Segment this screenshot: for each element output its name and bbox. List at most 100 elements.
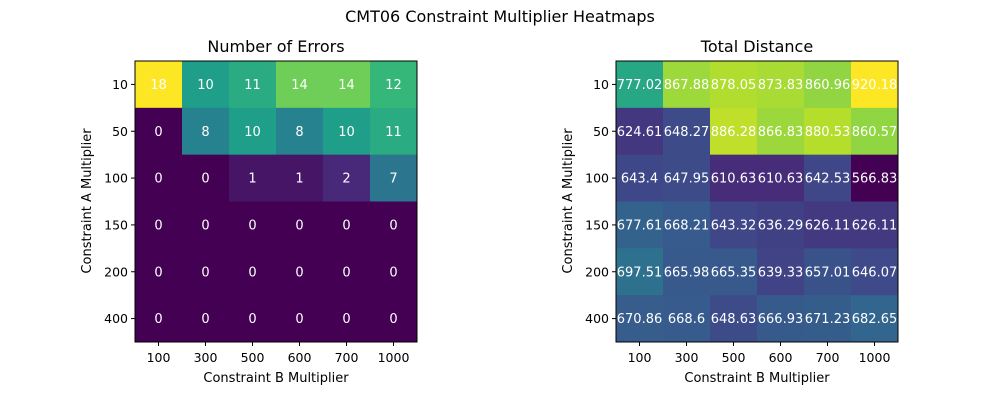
cell-value-label: 1 <box>295 172 303 187</box>
heatmap-cell <box>804 201 852 249</box>
heatmap-cell <box>229 248 277 296</box>
x-tick-label: 500 <box>241 350 265 365</box>
cell-value-label: 624.61 <box>617 125 663 140</box>
cell-value-label: 8 <box>295 125 303 140</box>
heatmap-cell <box>616 107 664 156</box>
heatmap-cell <box>616 201 664 249</box>
cell-value-label: 626.11 <box>852 218 898 233</box>
heatmap-cell <box>276 154 324 202</box>
cell-value-label: 8 <box>201 125 209 140</box>
heatmap-cell <box>616 248 664 296</box>
y-tick-label: 200 <box>104 264 128 279</box>
y-tick-label: 400 <box>104 311 128 326</box>
heatmap-cell <box>229 107 277 156</box>
cell-value-label: 0 <box>154 218 162 233</box>
heatmap-cell <box>323 295 371 343</box>
x-tick-label: 300 <box>675 350 699 365</box>
heatmap-cell <box>710 107 758 156</box>
cell-value-label: 0 <box>201 172 209 187</box>
y-tick-label: 100 <box>104 171 128 186</box>
cell-value-label: 697.51 <box>617 265 663 280</box>
heatmap-cell <box>276 248 324 296</box>
cell-value-label: 878.05 <box>711 78 757 93</box>
axes-frame <box>134 60 418 343</box>
heatmap-cell <box>370 248 418 296</box>
heatmap-cell <box>276 61 324 109</box>
cell-value-label: 860.57 <box>852 125 898 140</box>
cell-value-label: 2 <box>342 172 350 187</box>
cell-value-label: 1 <box>248 172 256 187</box>
heatmap-cell <box>710 248 758 296</box>
heatmap-cell <box>276 295 324 343</box>
heatmap-cell <box>323 248 371 296</box>
cell-value-label: 14 <box>338 78 355 93</box>
axes-frame <box>615 60 899 343</box>
cell-value-label: 12 <box>385 78 402 93</box>
x-axis-label: Constraint B Multiplier <box>203 371 349 386</box>
chart-title: Number of Errors <box>207 37 344 56</box>
heatmap-cell <box>323 107 371 156</box>
cell-value-label: 682.65 <box>852 312 898 327</box>
x-tick-label: 100 <box>147 350 171 365</box>
y-axis-label: Constraint A Multiplier <box>561 128 576 274</box>
heatmap-cell <box>182 61 230 109</box>
y-tick-label: 10 <box>593 77 609 92</box>
heatmap-cell <box>182 295 230 343</box>
heatmap-cell <box>229 295 277 343</box>
cell-value-label: 668.6 <box>668 312 705 327</box>
cell-value-label: 646.07 <box>852 265 898 280</box>
heatmap-cell <box>616 295 664 343</box>
y-tick-label: 100 <box>585 171 609 186</box>
cell-value-label: 14 <box>291 78 308 93</box>
cell-value-label: 0 <box>342 265 350 280</box>
heatmap-cell <box>851 248 899 296</box>
heatmap-cell <box>616 154 664 202</box>
heatmap-cell <box>182 248 230 296</box>
cell-value-label: 0 <box>295 218 303 233</box>
cell-value-label: 668.21 <box>664 218 710 233</box>
cell-value-label: 639.33 <box>758 265 804 280</box>
cell-value-label: 880.53 <box>805 125 851 140</box>
y-axis-label: Constraint A Multiplier <box>80 128 95 274</box>
x-tick-label: 600 <box>769 350 793 365</box>
heatmap-cell <box>182 107 230 156</box>
cell-value-label: 777.02 <box>617 78 663 93</box>
cell-value-label: 0 <box>201 218 209 233</box>
cell-value-label: 648.63 <box>711 312 757 327</box>
heatmap-cell <box>135 61 183 109</box>
heatmap-cell <box>757 61 805 109</box>
cell-value-label: 626.11 <box>805 218 851 233</box>
y-tick-label: 50 <box>593 124 609 139</box>
cell-value-label: 610.63 <box>711 172 757 187</box>
cell-value-label: 10 <box>197 78 214 93</box>
heatmap-cell <box>135 295 183 343</box>
cell-value-label: 566.83 <box>852 172 898 187</box>
cell-value-label: 0 <box>389 312 397 327</box>
heatmap-cell <box>710 154 758 202</box>
heatmap-cell <box>757 295 805 343</box>
cell-value-label: 7 <box>389 172 397 187</box>
heatmap-cell <box>370 107 418 156</box>
cell-value-label: 10 <box>244 125 261 140</box>
cell-value-label: 0 <box>248 218 256 233</box>
heatmap-cell <box>804 248 852 296</box>
heatmap-cell <box>663 295 711 343</box>
cell-value-label: 920.18 <box>852 78 898 93</box>
heatmap-cell <box>663 107 711 156</box>
cell-value-label: 665.35 <box>711 265 757 280</box>
cell-value-label: 11 <box>244 78 261 93</box>
heatmap-cell <box>663 154 711 202</box>
cell-value-label: 860.96 <box>805 78 851 93</box>
cell-value-label: 636.29 <box>758 218 804 233</box>
cell-value-label: 666.93 <box>758 312 804 327</box>
heatmap-number-of-errors: Number of Errors Constraint B Multiplier… <box>80 37 418 386</box>
figure-title: CMT06 Constraint Multiplier Heatmaps <box>345 7 655 26</box>
cell-value-label: 0 <box>201 312 209 327</box>
cell-value-label: 10 <box>338 125 355 140</box>
cell-value-label: 0 <box>389 265 397 280</box>
heatmap-cell <box>663 248 711 296</box>
heatmap-cell <box>229 61 277 109</box>
cell-value-label: 642.53 <box>805 172 851 187</box>
heatmap-total-distance: Total Distance Constraint B Multiplier C… <box>561 37 899 386</box>
